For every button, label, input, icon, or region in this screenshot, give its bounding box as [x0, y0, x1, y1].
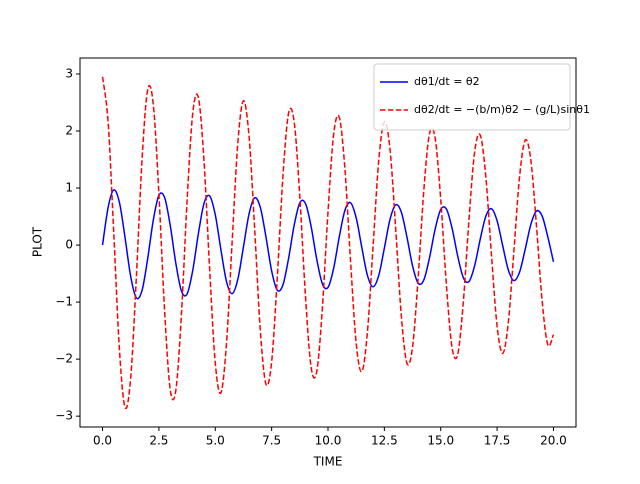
x-tick-label: 5.0	[206, 434, 225, 448]
y-tick-label: −3	[55, 409, 73, 423]
x-axis-label: TIME	[313, 455, 343, 469]
series-line	[101, 76, 555, 410]
y-axis-label: PLOT	[31, 226, 45, 257]
y-tick-label: 3	[65, 66, 73, 80]
series-line	[101, 189, 555, 300]
x-tick-label: 12.5	[371, 434, 398, 448]
x-tick-label: 15.0	[427, 434, 454, 448]
legend: dθ1/dt = θ2 dθ2/dt = −(b/m)θ2 − (g/L)sinθ…	[373, 63, 590, 131]
x-tick-label: 20.0	[540, 434, 567, 448]
y-tick-label: −1	[55, 295, 73, 309]
x-tick-label: 7.5	[262, 434, 281, 448]
x-tick-label: 2.5	[149, 434, 168, 448]
x-tick-label: 17.5	[484, 434, 511, 448]
legend-label: dθ1/dt = θ2	[414, 75, 480, 88]
legend-box	[373, 63, 571, 131]
x-tick-label: 10.0	[315, 434, 342, 448]
y-tick-label: 2	[65, 124, 73, 138]
y-tick-label: 0	[65, 238, 73, 252]
y-tick-label: −2	[55, 352, 73, 366]
x-tick-label: 0.0	[93, 434, 112, 448]
legend-label: dθ2/dt = −(b/m)θ2 − (g/L)sinθ1	[414, 103, 590, 116]
y-tick-label: 1	[65, 181, 73, 195]
